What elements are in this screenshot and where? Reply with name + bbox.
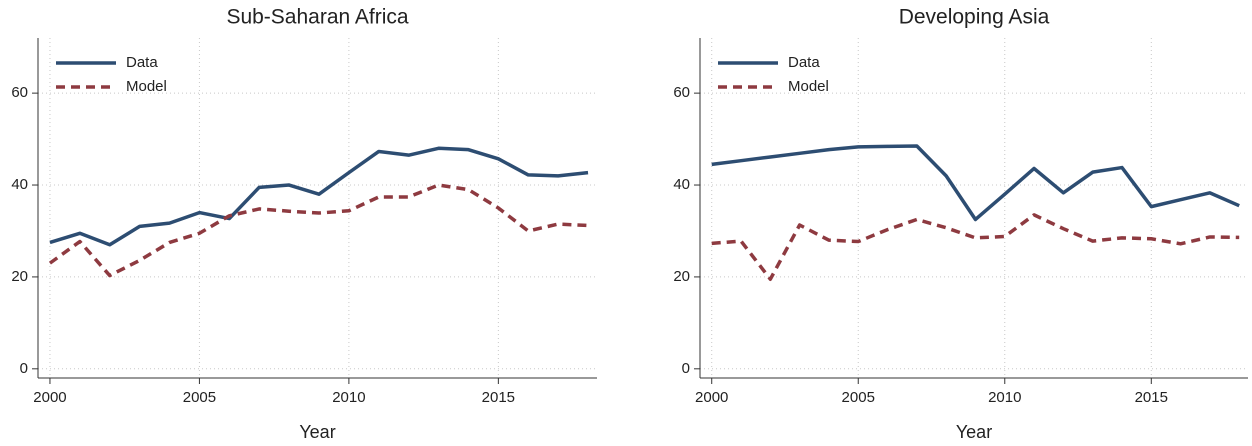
legend-label: Model bbox=[126, 78, 167, 95]
x-tick-label: 2005 bbox=[842, 389, 875, 406]
x-tick-label: 2000 bbox=[33, 389, 66, 406]
y-tick-label: 20 bbox=[673, 268, 690, 285]
y-tick-label: 40 bbox=[673, 176, 690, 193]
y-tick-label: 20 bbox=[11, 268, 28, 285]
data-line bbox=[711, 213, 1240, 281]
legend-label: Data bbox=[788, 54, 820, 71]
legend-label: Model bbox=[788, 78, 829, 95]
chart-title: Sub-Saharan Africa bbox=[226, 6, 408, 29]
x-axis-title: Year bbox=[956, 422, 992, 442]
x-tick-label: 2015 bbox=[1135, 389, 1168, 406]
x-tick-label: 2000 bbox=[695, 389, 728, 406]
y-tick-label: 60 bbox=[673, 84, 690, 101]
data-line bbox=[49, 146, 589, 247]
x-axis-title: Year bbox=[299, 422, 335, 442]
y-tick-label: 0 bbox=[682, 360, 690, 377]
y-tick-label: 0 bbox=[20, 360, 28, 377]
y-tick-label: 40 bbox=[11, 176, 28, 193]
x-tick-label: 2015 bbox=[482, 389, 515, 406]
data-line bbox=[48, 183, 589, 278]
x-tick-label: 2005 bbox=[183, 389, 216, 406]
x-tick-label: 2010 bbox=[332, 389, 365, 406]
legend-label: Data bbox=[126, 54, 158, 71]
data-line bbox=[711, 144, 1240, 222]
y-tick-label: 60 bbox=[11, 84, 28, 101]
chart-title: Developing Asia bbox=[899, 6, 1050, 29]
x-tick-label: 2010 bbox=[988, 389, 1021, 406]
